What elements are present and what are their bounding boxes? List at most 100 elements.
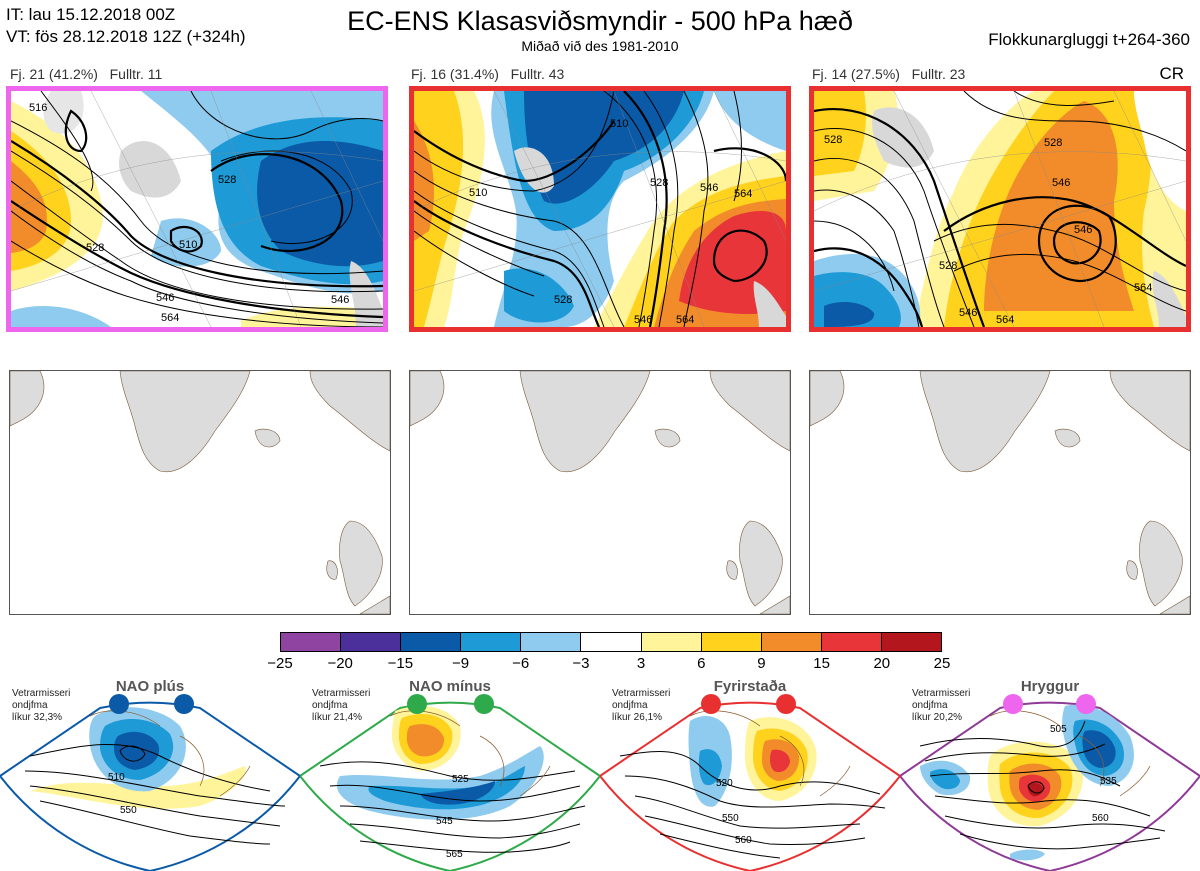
cluster-1-contour-label: 516 [29,102,47,114]
colorbar-tick-label: −15 [387,655,414,672]
cluster-2-header: Fj. 16 (31.4%) Fulltr. 43 [411,66,564,82]
cluster-3-header: Fj. 14 (27.5%) Fulltr. 23 [812,66,965,82]
regime-blocking-contour-label: 550 [722,813,739,824]
cluster-2-anomaly-map: 510 510 528 546 564 528 546 564 [414,91,786,327]
cluster-2-map: 510 510 528 546 564 528 546 564 [409,86,791,332]
cluster-1-anomaly-map: 516 510 528 528 546 546 564 [11,91,383,327]
cluster-3-map: 528 546 546 528 528 546 564 564 [809,86,1191,332]
colorbar-segment [341,633,402,651]
cluster-2-contour-label: 564 [676,314,694,326]
cluster-3-contour-label: 564 [1134,282,1152,294]
colorbar-segment [821,633,882,651]
colorbar-segment [641,633,702,651]
regime-nao-minus-title: NAO mínus [409,678,491,695]
colorbar-segment [881,633,942,651]
regime-ridge-map: 505 535 560 [900,694,1200,871]
cluster-1-contour-label: 546 [156,292,174,304]
regime-nao-plus-dot [174,694,194,714]
land-outline-map-1 [10,371,390,614]
regime-nao-minus-contour-label: 545 [436,816,453,827]
cluster-3-contour-label: 546 [1052,177,1070,189]
regime-blocking: 520 550 560 Fyrirstaða Vetrarmisseri ond… [600,676,900,871]
cluster-3-contour-label: 546 [959,307,977,319]
colorbar-tick-label: −25 [267,655,293,672]
colorbar-tick-label: −20 [327,655,353,672]
colorbar-segment [701,633,762,651]
cluster-3-fulltr: Fulltr. 23 [911,66,966,82]
colorbar-tick-label: −3 [572,655,590,672]
colorbar-segment [581,633,642,651]
cluster-2-contour-label: 528 [554,294,572,306]
blank-map-3 [809,370,1191,615]
anomaly-colorbar [280,632,942,652]
colorbar-tick-label: 9 [757,655,766,672]
page-title: EC-ENS Klasasviðsmyndir - 500 hPa hæð [347,6,853,36]
cluster-2-fulltr: Fulltr. 43 [510,66,565,82]
cluster-1-contour-label: 528 [86,242,104,254]
colorbar-segment [401,633,462,651]
regime-ridge-note: Vetrarmisseri ondjfma líkur 20,2% [912,688,971,723]
regime-blocking-title: Fyrirstaða [713,678,787,695]
page-subtitle: Miðað við des 1981-2010 [521,38,679,54]
cluster-3-anomaly-map: 528 546 546 528 528 546 564 564 [814,91,1186,327]
regime-ridge-title: Hryggur [1020,678,1080,695]
cluster-1-map: 516 510 528 528 546 546 564 [6,86,388,332]
regime-blocking-contour-label: 520 [716,778,733,789]
regime-ridge-contour-label: 535 [1100,776,1117,787]
regime-blocking-note: Vetrarmisseri ondjfma líkur 26,1% [612,688,671,723]
cluster-1-contour-label: 564 [161,312,179,324]
cluster-1-contour-label: 546 [331,294,349,306]
cluster-3-contour-label: 564 [996,314,1014,326]
classification-window: Flokkunargluggi t+264-360 [988,30,1190,49]
cluster-2-contour-label: 564 [734,188,752,200]
colorbar-tick-label: 20 [873,655,891,672]
regime-blocking-dot [776,694,796,714]
regime-nao-minus-contour-label: 565 [446,849,463,860]
colorbar-segment [461,633,522,651]
header-times: IT: lau 15.12.2018 00Z VT: fös 28.12.201… [6,4,246,48]
cluster-3-contour-label: 528 [1044,137,1062,149]
regime-ridge-contour-label: 560 [1092,813,1109,824]
cluster-3-contour-label: 528 [939,260,957,272]
colorbar-segment [761,633,822,651]
regime-nao-plus-title: NAO plús [115,678,185,695]
blank-map-2 [409,370,791,615]
regime-nao-minus-contour-label: 525 [452,774,469,785]
regime-ridge-contour-label: 505 [1050,724,1067,735]
regime-ridge: 505 535 560 Hryggur Vetrarmisseri ondjfm… [900,676,1200,871]
colorbar-tick-label: 6 [697,655,706,672]
cluster-2-contour-label: 546 [700,182,718,194]
cluster-2-label: Fj. 16 (31.4%) [411,66,499,82]
colorbar-tick-label: 15 [813,655,830,672]
regime-blocking-contour-label: 560 [735,835,752,846]
colorbar-segment [521,633,582,651]
cluster-1-contour-label: 510 [179,239,197,251]
regime-nao-minus-note: Vetrarmisseri ondjfma líkur 21,4% [312,688,371,723]
cluster-2-contour-label: 510 [610,118,628,130]
colorbar-tick-label: 3 [636,655,646,672]
initial-time: IT: lau 15.12.2018 00Z [6,5,176,24]
cluster-3-contour-label: 546 [1074,224,1092,236]
regime-ridge-dot [1003,694,1023,714]
regime-nao-plus-map: 510 550 [0,694,300,871]
cluster-1-label: Fj. 21 (41.2%) [10,66,98,82]
cluster-2-contour-label: 546 [634,314,652,326]
cluster-2-contour-label: 528 [650,177,668,189]
land-outline-map-2 [410,371,790,614]
regime-nao-minus-dot [474,694,494,714]
cluster-1-contour-label: 528 [218,174,236,186]
regime-nao-minus-dot [407,694,427,714]
regime-ridge-dot [1076,694,1096,714]
regime-nao-plus: 510 550 NAO plús Vetrarmisseri ondjfma l… [0,676,300,871]
colorbar-tick-label: −9 [451,655,470,672]
colorbar-tick-label: 25 [933,655,951,672]
cluster-1-fulltr: Fulltr. 11 [109,66,163,82]
regime-nao-plus-contour-label: 550 [120,805,137,816]
regime-blocking-map: 520 550 560 [600,694,900,871]
regime-nao-plus-contour-label: 510 [108,772,125,783]
land-outline-map-3 [810,371,1190,614]
cluster-3-label: Fj. 14 (27.5%) [812,66,900,82]
cluster-3-contour-label: 528 [824,134,842,146]
cr-label: CR [1159,64,1184,83]
colorbar-tick-label: −6 [512,655,530,672]
